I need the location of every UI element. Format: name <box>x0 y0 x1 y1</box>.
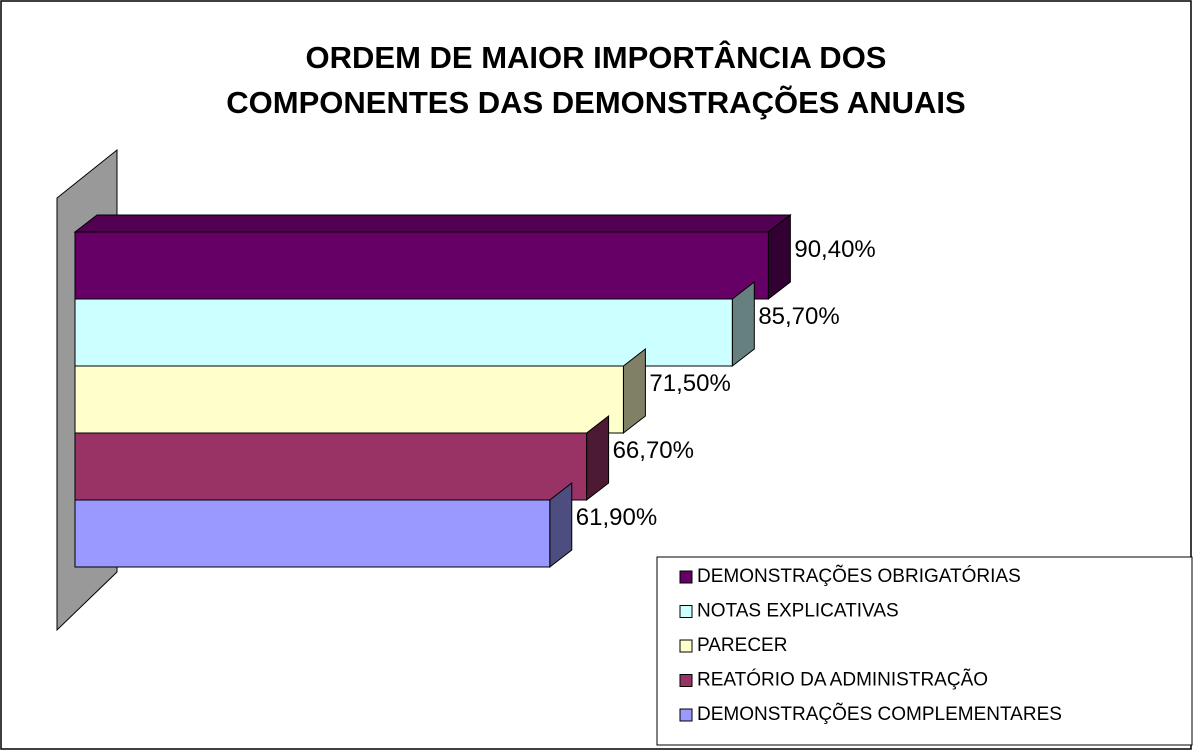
bar-top <box>73 214 792 233</box>
legend-label: DEMONSTRAÇÕES COMPLEMENTARES <box>697 703 1062 725</box>
legend-label: DEMONSTRAÇÕES OBRIGATÓRIAS <box>697 565 1021 587</box>
legend-label: NOTAS EXPLICATIVAS <box>697 601 899 622</box>
value-label: 71,50% <box>649 370 730 397</box>
legend-swatch <box>679 674 693 687</box>
value-label: 85,70% <box>758 303 839 330</box>
legend-swatch <box>679 708 693 722</box>
legend-swatch <box>679 605 693 618</box>
value-label: 61,90% <box>576 504 657 531</box>
legend-box <box>656 556 1193 746</box>
bar <box>74 499 551 568</box>
bar <box>74 298 733 367</box>
legend-swatch <box>679 570 693 584</box>
chart-title: ORDEM DE MAIOR IMPORTÂNCIA DOS <box>306 39 887 75</box>
legend-label: REATÓRIO DA ADMINISTRAÇÃO <box>697 669 988 691</box>
bar <box>74 231 769 300</box>
legend-label: PARECER <box>697 635 787 656</box>
bar <box>74 365 624 434</box>
value-label: 90,40% <box>794 236 875 263</box>
chart-title: COMPONENTES DAS DEMONSTRAÇÕES ANUAIS <box>226 84 965 120</box>
value-label: 66,70% <box>613 437 694 464</box>
legend-swatch <box>679 639 693 653</box>
bar <box>74 432 588 501</box>
